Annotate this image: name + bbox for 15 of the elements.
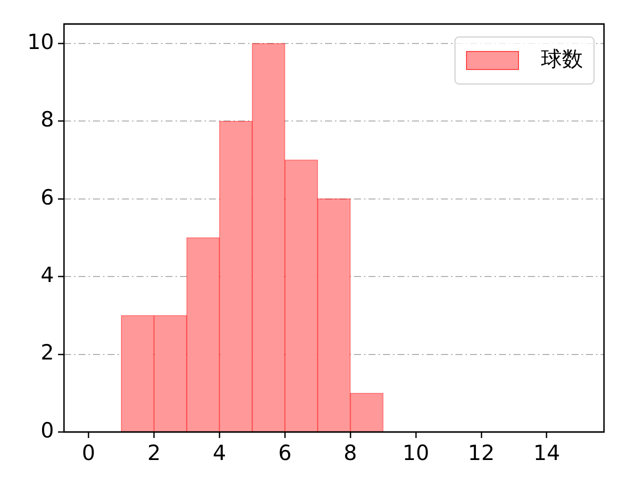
y-tick-label: 0 xyxy=(40,418,54,442)
x-tick-label: 10 xyxy=(402,441,430,466)
x-tick-label: 6 xyxy=(278,441,292,466)
y-tick-label: 4 xyxy=(40,263,54,288)
x-tick-label: 12 xyxy=(468,441,495,466)
y-tick-label: 2 xyxy=(40,340,54,365)
x-tick-label: 4 xyxy=(212,441,226,466)
x-tick-label: 2 xyxy=(147,441,161,466)
x-tick-label: 14 xyxy=(533,441,560,466)
x-tick-label: 0 xyxy=(82,441,96,466)
y-tick-label: 10 xyxy=(27,30,54,54)
y-tick-label: 8 xyxy=(40,108,54,132)
x-tick-label: 8 xyxy=(344,441,358,466)
y-tick-label: 6 xyxy=(40,185,54,210)
legend-label: 球数 xyxy=(541,46,583,71)
